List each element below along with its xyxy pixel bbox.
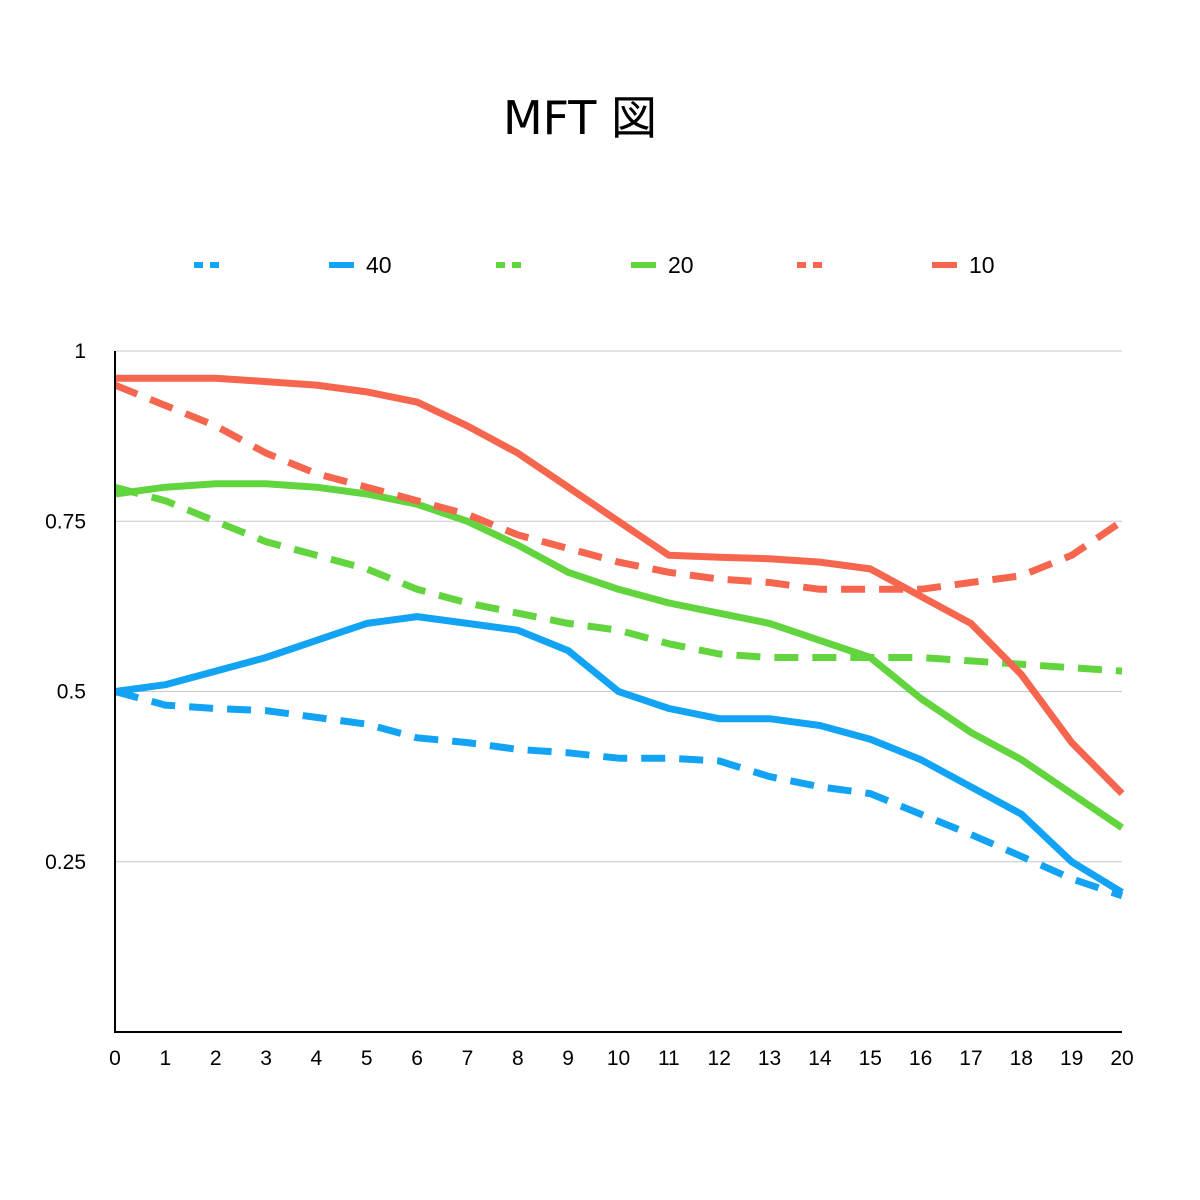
series-line-unlabeled-dashed-0 [114,688,1124,900]
x-tick-label: 11 [658,1047,680,1070]
x-tick-label: 12 [708,1047,731,1070]
y-tick-label: 1 [74,340,86,363]
x-tick-label: 2 [210,1047,222,1070]
x-tick-labels: 0 1 2 3 4 5 6 7 8 9 10 11 12 13 14 15 16 17 18 19 20 [109,1047,1134,1070]
y-tick-label: 0.25 [45,851,86,874]
y-tick-labels: 0.25 0.5 0.75 1 [45,340,86,874]
legend-label-20: 20 [668,252,694,278]
x-tick-label: 4 [311,1047,323,1070]
x-tick-label: 6 [411,1047,423,1070]
x-tick-label: 5 [361,1047,373,1070]
axes [114,351,1122,1033]
x-tick-label: 10 [607,1047,630,1070]
x-tick-label: 17 [959,1047,982,1070]
x-tick-label: 9 [562,1047,574,1070]
legend-label-40: 40 [366,252,392,278]
series-line-20-solid-3 [114,480,1124,831]
series-line-10-solid-5 [115,374,1125,797]
y-tick-label: 0.75 [45,510,86,533]
series-line-40-solid-1 [114,613,1124,896]
x-tick-label: 7 [462,1047,474,1070]
x-tick-label: 1 [160,1047,172,1070]
series-lines [113,374,1125,900]
x-tick-label: 18 [1010,1047,1033,1070]
chart-title: MFT 図 [503,91,657,145]
x-tick-label: 19 [1060,1047,1083,1070]
legend-label-10: 10 [969,252,995,278]
x-tick-label: 0 [109,1047,121,1070]
x-tick-label: 3 [260,1047,272,1070]
x-tick-label: 8 [512,1047,524,1070]
x-tick-label: 13 [758,1047,781,1070]
y-tick-label: 0.5 [57,681,86,704]
series-line-unlabeled-dashed-4 [113,381,1124,593]
x-tick-label: 15 [859,1047,882,1070]
legend: 40 20 10 [194,252,995,278]
x-tick-label: 16 [909,1047,932,1070]
x-tick-label: 14 [808,1047,832,1070]
x-tick-label: 20 [1110,1047,1133,1070]
